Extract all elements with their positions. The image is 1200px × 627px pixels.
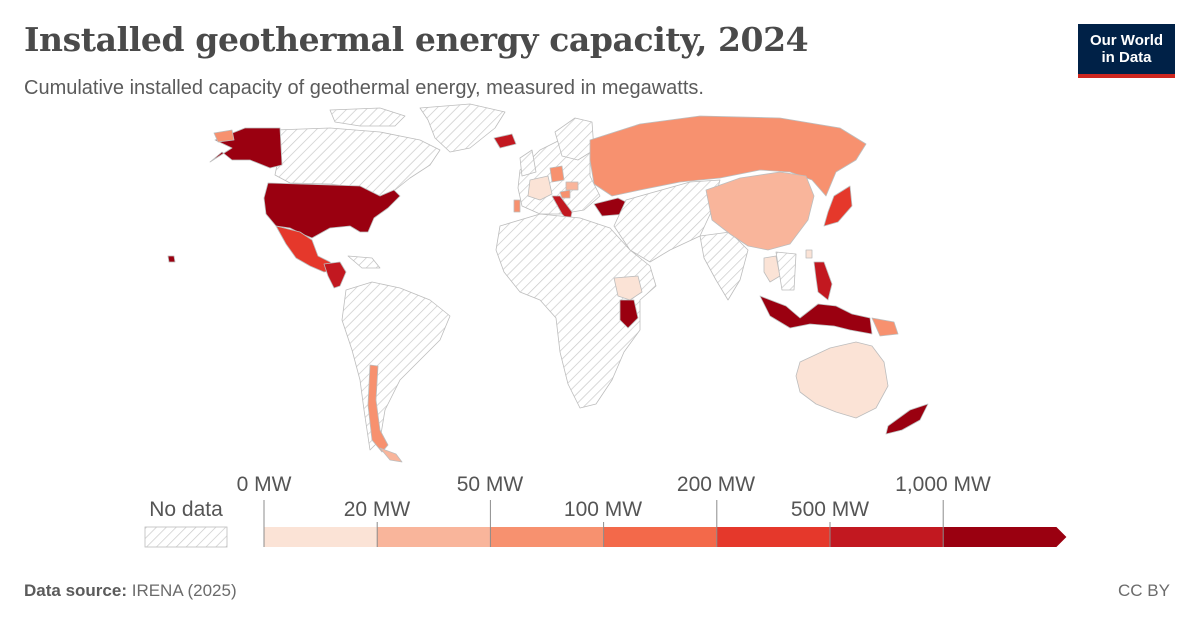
argentina-tip[interactable]: [379, 447, 403, 463]
chart-subtitle: Cumulative installed capacity of geother…: [24, 77, 704, 99]
chart-title: Installed geothermal energy capacity, 20…: [24, 20, 809, 59]
legend-bin-1[interactable]: [377, 527, 491, 547]
indonesia-country[interactable]: [759, 295, 873, 335]
indochina-region[interactable]: [775, 251, 797, 291]
legend-bin-2[interactable]: [490, 527, 604, 547]
germany-country[interactable]: [549, 165, 565, 183]
logo-line-2: in Data: [1101, 49, 1152, 66]
thailand-country[interactable]: [763, 255, 781, 283]
hawaii-islands[interactable]: [167, 255, 176, 263]
south-asia-region[interactable]: [699, 231, 749, 301]
central-america-region[interactable]: [323, 261, 347, 289]
hungary-country[interactable]: [565, 181, 579, 191]
croatia-country[interactable]: [559, 189, 571, 199]
footer-license-link[interactable]: CC BY: [1118, 581, 1170, 600]
footer-source-label: Data source:: [24, 581, 127, 600]
ethiopia-country[interactable]: [613, 275, 643, 301]
philippines-country[interactable]: [813, 261, 833, 301]
france-country[interactable]: [527, 175, 553, 201]
russia-country[interactable]: [589, 115, 867, 197]
taiwan-country[interactable]: [805, 249, 813, 259]
legend-tick-200mw: 200 MW: [677, 473, 755, 496]
uk-ireland[interactable]: [519, 149, 537, 177]
kenya-country[interactable]: [619, 299, 639, 329]
canada-region[interactable]: [274, 127, 441, 197]
png-country[interactable]: [871, 317, 899, 337]
japan-country[interactable]: [823, 185, 853, 227]
new-zealand-country[interactable]: [885, 403, 929, 435]
arctic-islands[interactable]: [329, 107, 406, 127]
owid-logo[interactable]: Our World in Data: [1078, 24, 1175, 78]
logo-line-1: Our World: [1089, 32, 1164, 49]
map-legend: No data 0 MW 50 MW 200 MW 1,000 MW 20 MW…: [144, 473, 1067, 548]
chile-country[interactable]: [367, 364, 389, 453]
legend-bin-3[interactable]: [603, 527, 717, 547]
legend-bin-0[interactable]: [264, 527, 378, 547]
legend-no-data-swatch: [144, 526, 228, 548]
legend-tick-20mw: 20 MW: [344, 498, 411, 521]
legend-tick-500mw: 500 MW: [791, 498, 869, 521]
legend-tick-100mw: 100 MW: [564, 498, 642, 521]
china-country[interactable]: [705, 171, 815, 251]
middle-east-region[interactable]: [613, 179, 721, 263]
iceland-country[interactable]: [493, 133, 517, 149]
australia-country[interactable]: [795, 341, 889, 419]
footer-source-link[interactable]: IRENA (2025): [131, 581, 237, 600]
legend-tick-50mw: 50 MW: [457, 473, 524, 496]
usa-country[interactable]: [263, 182, 401, 239]
legend-bin-5[interactable]: [830, 527, 944, 547]
caribbean[interactable]: [347, 255, 381, 269]
africa-region[interactable]: [495, 213, 657, 409]
south-america-region[interactable]: [341, 281, 451, 451]
legend-no-data-label: No data: [149, 498, 223, 521]
alaska-north-patch[interactable]: [213, 129, 235, 143]
legend-bin-6[interactable]: [943, 527, 1067, 547]
greenland-region[interactable]: [419, 103, 506, 153]
legend-tick-1000mw: 1,000 MW: [895, 473, 991, 496]
legend-tick-0mw: 0 MW: [237, 473, 292, 496]
footer-source: Data source: IRENA (2025): [24, 581, 237, 601]
portugal-country[interactable]: [513, 199, 521, 213]
legend-bin-4[interactable]: [716, 527, 830, 547]
